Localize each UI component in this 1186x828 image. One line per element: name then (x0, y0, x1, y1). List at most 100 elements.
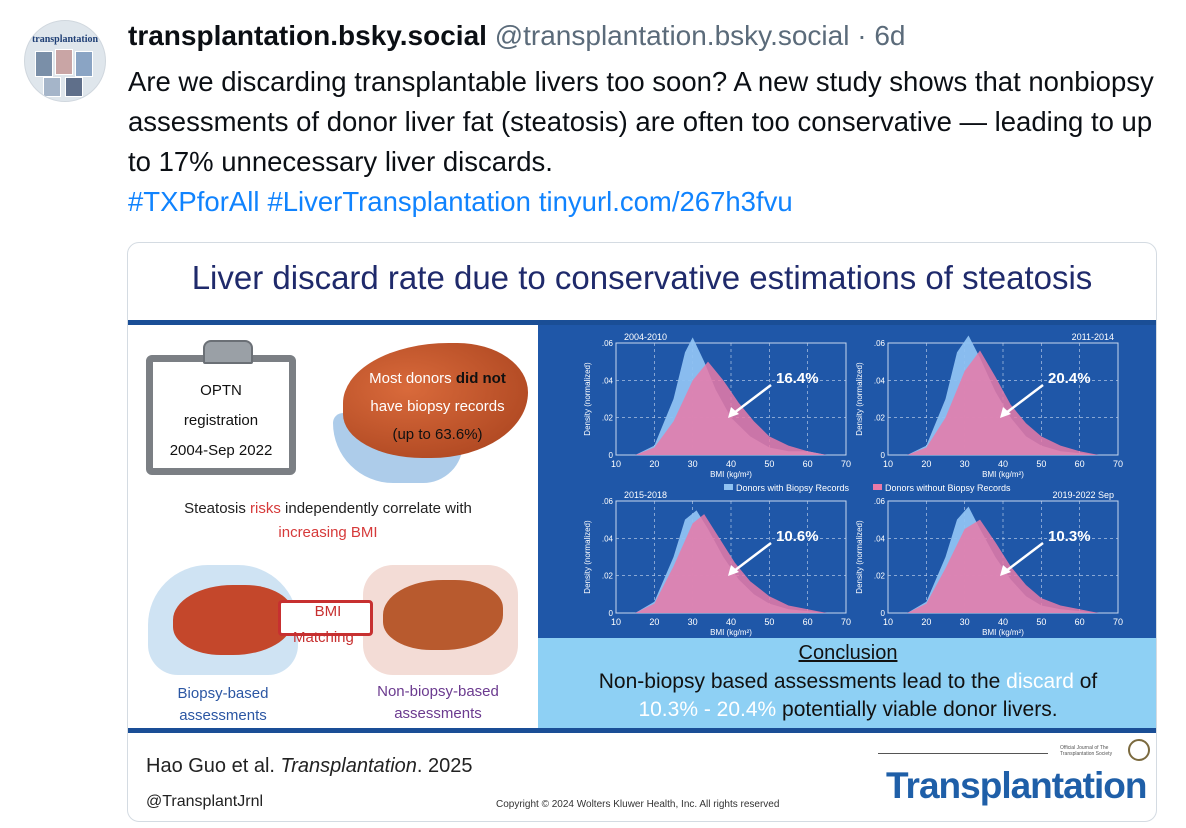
charts-panel: 10 20 30 40 50 60 70 0 .02 .04 .06 2004-2010 16.4% BM… (538, 320, 1156, 638)
divider (128, 728, 1156, 733)
journal-cover-thumb (35, 51, 53, 77)
clipboard-text: OPTN registration 2004-Sep 2022 (153, 376, 289, 466)
journal-cover-thumb (75, 51, 93, 77)
steatosis-note: Steatosis risks independently correlate … (128, 497, 528, 545)
brand-tagline: Official Journal of The Transplantation … (1060, 745, 1113, 757)
avatar[interactable]: transplantation (24, 20, 106, 102)
x-tick-label: 60 (803, 459, 813, 469)
x-tick-label: 70 (1113, 617, 1123, 627)
annotation-arrow (733, 384, 772, 414)
chart-annotation: 10.6% (776, 528, 819, 545)
post-text: Are we discarding transplantable livers … (128, 66, 1154, 177)
x-tick-label: 20 (649, 617, 659, 627)
steatosis-text: independently correlate with (280, 500, 472, 517)
post-links: #TXPforAll #LiverTransplantation tinyurl.c… (128, 182, 801, 222)
author-handle[interactable]: @transplantation.bsky.social (494, 20, 850, 51)
citation-year: . 2025 (416, 755, 473, 777)
nonbiopsy-label-line: assessments (394, 705, 482, 722)
x-tick-label: 30 (688, 617, 698, 627)
chart-title: 2015-2018 (624, 490, 667, 500)
clipboard-graphic: OPTN registration 2004-Sep 2022 (146, 340, 296, 475)
x-tick-label: 50 (1036, 459, 1046, 469)
clipboard-line: 2004-Sep 2022 (169, 442, 273, 459)
x-tick-label: 10 (883, 459, 893, 469)
external-link[interactable]: tinyurl.com/267h3fvu (538, 186, 793, 217)
x-tick-label: 10 (883, 617, 893, 627)
nonbiopsy-label-line: Non-biopsy-based (377, 683, 499, 700)
journal-cover-thumb (55, 49, 73, 75)
annotation-arrow (1005, 542, 1044, 572)
x-tick-label: 20 (921, 459, 931, 469)
y-tick-label: .06 (602, 339, 614, 348)
conclusion-highlight: discard (1006, 670, 1074, 693)
divider (878, 753, 1048, 754)
conclusion-highlight: 10.3% - 20.4% (638, 698, 777, 721)
x-tick-label: 60 (1075, 617, 1085, 627)
liver-illustration (173, 585, 293, 655)
legend-label: Donors with Biopsy Records (736, 483, 850, 493)
x-tick-label: 50 (764, 617, 774, 627)
hashtag-link[interactable]: #LiverTransplantation (267, 186, 531, 217)
legend-label: Donors without Biopsy Records (885, 483, 1011, 493)
hashtag-link[interactable]: #TXPforAll (128, 186, 260, 217)
conclusion-box: Conclusion Non-biopsy based assessments … (538, 638, 1156, 728)
x-tick-label: 50 (1036, 617, 1046, 627)
conclusion-text: Non-biopsy based assessments lead to the (598, 670, 1007, 693)
y-tick-label: .04 (874, 534, 886, 543)
x-axis-label: BMI (kg/m²) (982, 470, 1024, 479)
journal-logo: Transplantation (886, 765, 1147, 806)
left-panel: OPTN registration 2004-Sep 2022 Most don… (128, 320, 538, 728)
x-tick-label: 30 (960, 617, 970, 627)
biopsy-label-line: Biopsy-based (177, 685, 269, 702)
clip-graphic (203, 340, 253, 364)
y-tick-label: .04 (602, 534, 614, 543)
x-tick-label: 30 (688, 459, 698, 469)
x-axis-label: BMI (kg/m²) (710, 470, 752, 479)
steatosis-highlight: risks (250, 500, 281, 517)
annotation-arrow (1005, 384, 1044, 414)
post-age[interactable]: · 6d (857, 20, 906, 51)
annotation-arrow (733, 542, 772, 572)
x-tick-label: 60 (803, 617, 813, 627)
citation-journal: Transplantation (280, 755, 417, 777)
liver-note-percent: (up to 63.6%) (392, 426, 483, 443)
x-tick-label: 20 (649, 459, 659, 469)
density-charts: 10 20 30 40 50 60 70 0 .02 .04 .06 2004-2010 16.4% BM… (583, 332, 1123, 637)
chart-annotation: 20.4% (1048, 370, 1091, 387)
liver-graphic (343, 343, 528, 458)
y-axis-label: Density (normalized) (855, 362, 864, 436)
chart-annotation: 16.4% (776, 370, 819, 387)
y-tick-label: .02 (602, 414, 614, 423)
chart-annotation: 10.3% (1048, 528, 1091, 545)
y-tick-label: .02 (602, 572, 614, 581)
post-image[interactable]: Liver discard rate due to conservative e… (127, 242, 1157, 822)
clipboard-line: registration (183, 412, 259, 429)
post-header: transplantation.bsky.social @transplanta… (128, 20, 905, 52)
y-tick-label: 0 (609, 609, 614, 618)
liver-note-text: Most donors (369, 370, 456, 387)
liver-note-bold: did not (455, 370, 506, 387)
x-tick-label: 50 (764, 459, 774, 469)
conclusion-text: of (1073, 670, 1098, 693)
matching-label: Matching (293, 629, 354, 646)
y-axis-label: Density (normalized) (855, 520, 864, 594)
copyright: Copyright © 2024 Wolters Kluwer Health, … (496, 799, 780, 810)
y-tick-label: 0 (881, 451, 886, 460)
x-axis-label: BMI (kg/m²) (982, 628, 1024, 637)
author-display-name[interactable]: transplantation.bsky.social (128, 20, 487, 51)
y-tick-label: .06 (874, 497, 886, 506)
conclusion-body: Non-biopsy based assessments lead to the… (538, 668, 1156, 724)
density-area-nobiopsy (907, 350, 1099, 455)
x-tick-label: 40 (726, 617, 736, 627)
steatosis-highlight: increasing BMI (278, 524, 378, 541)
journal-cover-thumb (43, 77, 61, 97)
biopsy-label: Biopsy-based assessments (148, 683, 298, 727)
x-tick-label: 70 (1113, 459, 1123, 469)
y-axis-label: Density (normalized) (583, 520, 592, 594)
clipboard-line: OPTN (200, 382, 242, 399)
y-tick-label: .04 (602, 376, 614, 385)
figure-title: Liver discard rate due to conservative e… (191, 259, 1093, 296)
nonbiopsy-label: Non-biopsy-based assessments (353, 681, 523, 725)
chart-title: 2011-2014 (1072, 332, 1114, 342)
citation-authors: Hao Guo et al. (146, 755, 281, 777)
